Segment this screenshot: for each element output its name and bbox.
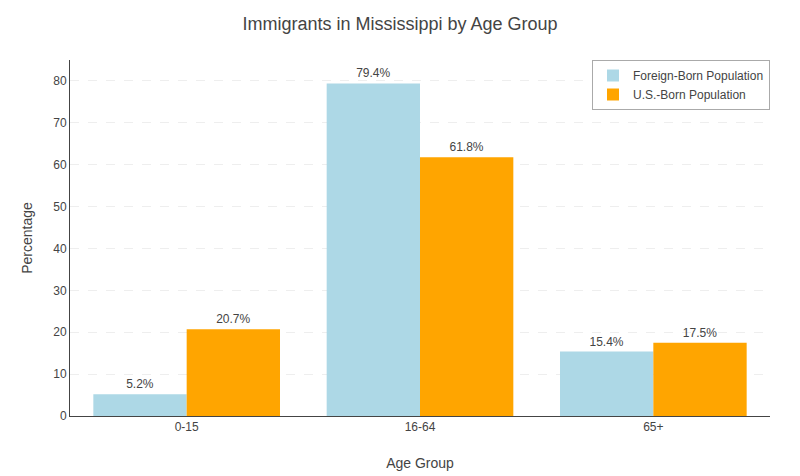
svg-text:16-64: 16-64 <box>405 420 436 434</box>
svg-text:20: 20 <box>53 325 67 339</box>
svg-text:30: 30 <box>53 284 67 298</box>
svg-text:60: 60 <box>53 158 67 172</box>
svg-text:79.4%: 79.4% <box>356 66 390 80</box>
svg-text:0-15: 0-15 <box>175 420 199 434</box>
svg-text:15.4%: 15.4% <box>589 335 623 349</box>
svg-text:20.7%: 20.7% <box>216 312 250 326</box>
svg-text:0: 0 <box>60 409 67 423</box>
svg-text:17.5%: 17.5% <box>683 326 717 340</box>
svg-text:Age Group: Age Group <box>386 455 454 471</box>
svg-text:65+: 65+ <box>643 420 663 434</box>
svg-text:50: 50 <box>53 200 67 214</box>
svg-text:Immigrants in Mississippi by A: Immigrants in Mississippi by Age Group <box>242 14 557 34</box>
svg-text:80: 80 <box>53 74 67 88</box>
svg-text:Percentage: Percentage <box>19 202 35 274</box>
svg-text:61.8%: 61.8% <box>449 140 483 154</box>
svg-text:5.2%: 5.2% <box>126 377 154 391</box>
svg-text:40: 40 <box>53 242 67 256</box>
svg-text:10: 10 <box>53 367 67 381</box>
svg-text:70: 70 <box>53 116 67 130</box>
svg-text:U.S.-Born Population: U.S.-Born Population <box>633 88 746 102</box>
svg-text:Foreign-Born Population: Foreign-Born Population <box>633 69 763 83</box>
